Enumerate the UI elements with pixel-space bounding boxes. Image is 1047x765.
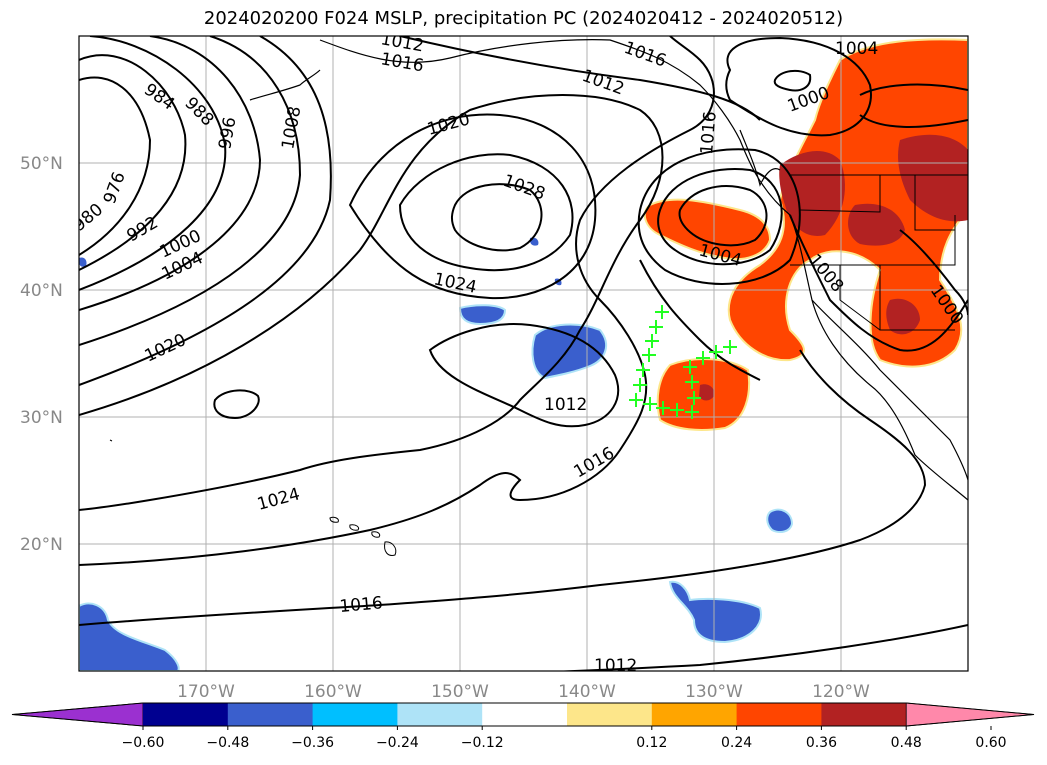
colorbar-extend-low <box>11 702 144 727</box>
latitude-labels: 50°N 40°N 30°N 20°N <box>20 154 63 555</box>
green-plus-marker <box>643 397 657 411</box>
green-plus-marker <box>645 334 659 348</box>
colorbar-extend-high <box>905 702 1035 727</box>
green-plus-marker <box>685 405 699 419</box>
precip-negative-anomaly <box>79 237 794 671</box>
colorbar-bin <box>567 703 653 726</box>
green-plus-marker <box>633 378 647 392</box>
colorbar-bin <box>312 703 398 726</box>
map-frame <box>78 35 969 672</box>
isobar-label: 1004 <box>835 39 878 59</box>
lon-label: 120°W <box>812 682 870 702</box>
isobar-label: 1016 <box>697 111 721 156</box>
colorbar-bins <box>11 702 1035 727</box>
colorbar-tick-label: −0.36 <box>291 735 334 751</box>
green-plus-marker <box>670 403 684 417</box>
green-plus-marker <box>696 351 710 365</box>
green-plus-marker <box>683 360 697 374</box>
hawaii-islands <box>109 439 397 556</box>
colorbar-tick-label: 0.36 <box>806 735 837 751</box>
map-title: 2024020200 F024 MSLP, precipitation PC (… <box>203 8 844 29</box>
colorbar-tick-label: −0.12 <box>461 735 504 751</box>
colorbar-ticks: −0.60 −0.48 −0.36 −0.24 −0.12 0.12 0.24 0.36 0.4… <box>122 726 1007 751</box>
green-plus-marker <box>687 391 701 405</box>
green-plus-marker <box>642 348 656 362</box>
colorbar-tick-label: −0.24 <box>376 735 419 751</box>
isobar-label: 1012 <box>594 656 637 676</box>
colorbar-tick-label: 0.48 <box>891 735 922 751</box>
colorbar-bin <box>821 703 907 726</box>
colorbar-tick-label: 0.60 <box>975 735 1006 751</box>
green-plus-marker <box>655 305 669 319</box>
green-plus-marker <box>629 393 643 407</box>
lon-label: 150°W <box>431 682 489 702</box>
state-borders <box>790 174 968 331</box>
coastlines <box>249 39 968 501</box>
lon-label: 140°W <box>558 682 616 702</box>
lon-label: 160°W <box>304 682 362 702</box>
colorbar-tick-label: −0.60 <box>122 735 165 751</box>
colorbar-tick-label: −0.48 <box>206 735 249 751</box>
colorbar-bin <box>482 703 568 726</box>
longitude-labels: 170°W 160°W 150°W 140°W 130°W 120°W <box>177 682 870 702</box>
lat-label: 30°N <box>20 408 63 428</box>
marker-layer <box>629 305 737 419</box>
colorbar-tick-label: 0.24 <box>721 735 752 751</box>
map-plot-area: 984 988 996 1008 976 980 992 1000 1004 1… <box>79 36 968 676</box>
lat-label: 50°N <box>20 154 63 174</box>
isobar-label: 1012 <box>544 395 587 415</box>
colorbar: −0.60 −0.48 −0.36 −0.24 −0.12 0.12 0.24 0.36 0.4… <box>11 702 1035 751</box>
lon-label: 130°W <box>685 682 743 702</box>
colorbar-tick-label: 0.12 <box>636 735 667 751</box>
lon-label: 170°W <box>177 682 235 702</box>
colorbar-bin <box>143 703 229 726</box>
isobar-label: 1016 <box>339 593 384 617</box>
strong-positive-area <box>848 203 905 246</box>
colorbar-bin <box>227 703 314 726</box>
green-plus-marker <box>709 345 723 359</box>
colorbar-bin <box>397 703 483 726</box>
green-plus-marker <box>656 401 670 415</box>
green-plus-marker <box>723 340 737 354</box>
green-plus-marker <box>685 375 699 389</box>
lat-label: 20°N <box>20 535 63 555</box>
green-plus-marker <box>636 363 650 377</box>
precip-positive-anomaly <box>643 38 968 431</box>
isobars <box>79 36 968 671</box>
colorbar-bin <box>651 703 738 726</box>
green-plus-marker <box>649 320 663 334</box>
lat-label: 40°N <box>20 281 63 301</box>
colorbar-bin <box>736 703 822 726</box>
